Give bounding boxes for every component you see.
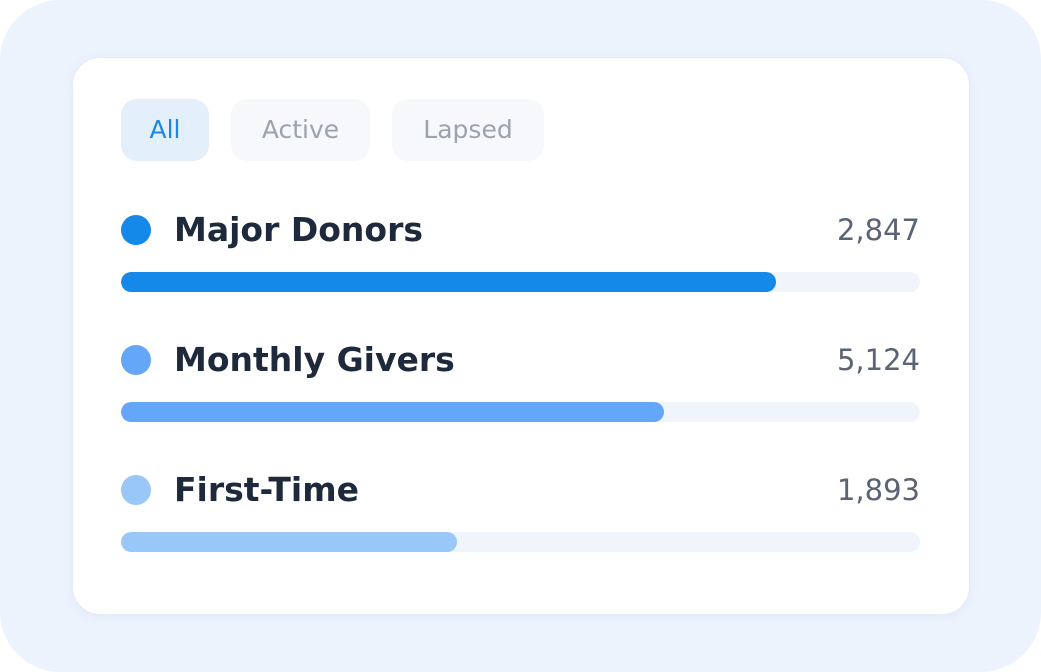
filter-tab[interactable]: Active bbox=[231, 99, 370, 161]
segment-name: First-Time bbox=[174, 470, 359, 509]
legend-dot bbox=[121, 345, 151, 375]
progress-fill bbox=[121, 272, 777, 292]
segment-count: 2,847 bbox=[836, 213, 920, 247]
progress-track bbox=[121, 402, 920, 422]
filter-tab[interactable]: Lapsed bbox=[392, 99, 544, 161]
legend-dot bbox=[121, 215, 151, 245]
progress-fill bbox=[121, 532, 457, 552]
legend-dot bbox=[121, 475, 151, 505]
card: All Active Lapsed Major Donors 2,847 Monthly … bbox=[72, 57, 970, 615]
segment-count: 1,893 bbox=[836, 473, 920, 507]
progress-fill bbox=[121, 402, 665, 422]
segment-row: First-Time 1,893 bbox=[121, 470, 920, 575]
segment-name: Monthly Givers bbox=[174, 340, 455, 379]
progress-track bbox=[121, 532, 920, 552]
segment-row: Monthly Givers 5,124 bbox=[121, 340, 920, 445]
segment-count: 5,124 bbox=[836, 343, 920, 377]
progress-track bbox=[121, 272, 920, 292]
segment-row: Major Donors 2,847 bbox=[121, 210, 920, 315]
segment-name: Major Donors bbox=[174, 210, 423, 249]
filter-tab[interactable]: All bbox=[121, 99, 209, 161]
